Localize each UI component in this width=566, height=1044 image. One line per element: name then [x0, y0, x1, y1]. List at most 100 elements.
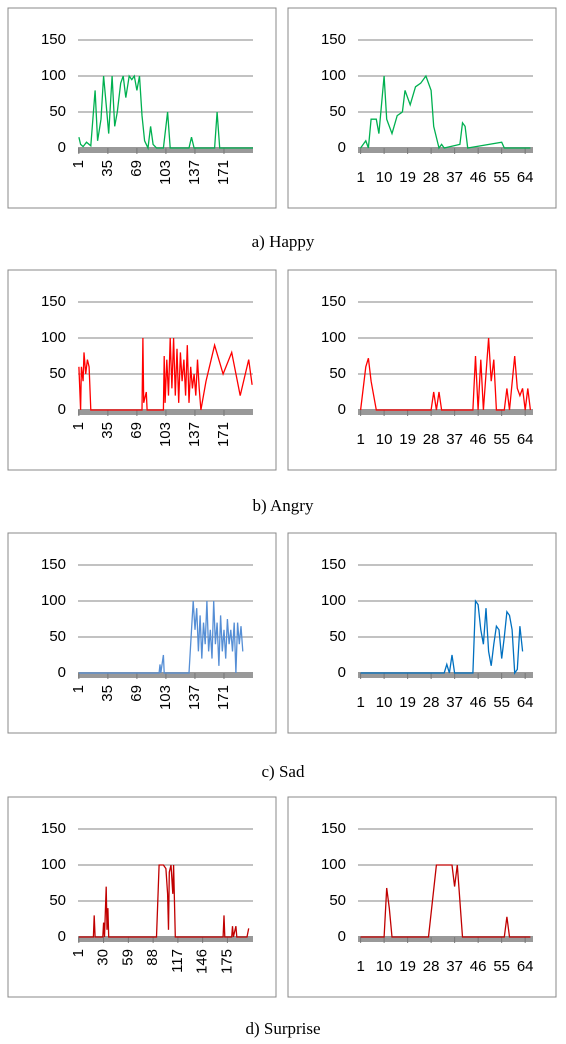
y-tick-label: 0 — [338, 664, 346, 681]
x-tick-label: 28 — [423, 169, 440, 186]
y-tick-label: 150 — [41, 820, 66, 837]
y-tick-label: 150 — [41, 31, 66, 48]
x-tick-label: 46 — [470, 694, 487, 711]
y-tick-label: 0 — [58, 664, 66, 681]
y-tick-label: 150 — [321, 31, 346, 48]
x-tick-label: 103 — [157, 685, 174, 710]
x-tick-label: 30 — [95, 949, 112, 966]
y-tick-label: 0 — [338, 928, 346, 945]
x-tick-label: 64 — [517, 958, 534, 975]
x-tick-label: 55 — [493, 169, 510, 186]
y-tick-label: 0 — [338, 401, 346, 418]
x-tick-label: 37 — [446, 694, 463, 711]
x-tick-label: 171 — [215, 160, 232, 185]
x-tick-label: 19 — [399, 169, 416, 186]
x-tick-label: 171 — [215, 422, 232, 447]
y-tick-label: 100 — [321, 67, 346, 84]
caption: c) Sad — [262, 762, 305, 781]
x-tick-label: 10 — [376, 431, 393, 448]
caption: a) Happy — [252, 232, 315, 251]
chart-frame — [287, 532, 557, 734]
x-tick-label: 46 — [470, 169, 487, 186]
x-tick-label: 19 — [399, 694, 416, 711]
caption: d) Surprise — [245, 1019, 320, 1038]
y-tick-label: 150 — [41, 556, 66, 573]
chart-frame — [287, 796, 557, 998]
x-tick-label: 28 — [423, 958, 440, 975]
data-line — [360, 599, 524, 675]
y-tick-label: 0 — [58, 928, 66, 945]
data-line — [360, 74, 531, 150]
x-tick-label: 35 — [99, 685, 116, 702]
x-tick-label: 37 — [446, 431, 463, 448]
data-line — [360, 864, 531, 938]
caption: b) Angry — [253, 496, 314, 515]
x-tick-label: 88 — [144, 949, 161, 966]
x-tick-label: 69 — [128, 685, 145, 702]
y-tick-label: 50 — [49, 892, 66, 909]
chart-frame — [7, 796, 277, 998]
x-tick-label: 55 — [493, 694, 510, 711]
x-tick-label: 55 — [493, 958, 510, 975]
x-tick-label: 46 — [470, 958, 487, 975]
y-tick-label: 50 — [49, 103, 66, 120]
x-tick-label: 1 — [70, 949, 87, 957]
x-tick-label: 19 — [399, 431, 416, 448]
y-tick-label: 0 — [58, 139, 66, 156]
y-tick-label: 50 — [329, 892, 346, 909]
x-tick-label: 69 — [128, 422, 145, 439]
y-tick-label: 50 — [329, 628, 346, 645]
x-tick-label: 103 — [157, 160, 174, 185]
x-tick-label: 1 — [356, 958, 364, 975]
x-axis-band — [78, 936, 253, 942]
data-line — [78, 337, 253, 411]
x-tick-label: 117 — [169, 949, 186, 973]
x-tick-label: 103 — [157, 422, 174, 447]
x-tick-label: 10 — [376, 694, 393, 711]
y-tick-label: 150 — [321, 293, 346, 310]
x-tick-label: 35 — [99, 422, 116, 439]
chart-frame — [287, 269, 557, 471]
x-tick-label: 59 — [119, 949, 136, 966]
x-axis-band — [358, 936, 533, 942]
x-tick-label: 1 — [356, 431, 364, 448]
data-line — [78, 864, 250, 938]
x-tick-label: 64 — [517, 694, 534, 711]
x-tick-label: 1 — [70, 160, 87, 168]
y-tick-label: 100 — [41, 67, 66, 84]
x-tick-label: 10 — [376, 958, 393, 975]
y-tick-label: 100 — [321, 856, 346, 873]
x-tick-label: 55 — [493, 431, 510, 448]
y-tick-label: 100 — [321, 329, 346, 346]
x-tick-label: 28 — [423, 694, 440, 711]
x-tick-label: 10 — [376, 169, 393, 186]
x-tick-label: 64 — [517, 431, 534, 448]
x-tick-label: 1 — [70, 422, 87, 430]
data-line — [78, 600, 244, 674]
y-tick-label: 150 — [321, 820, 346, 837]
x-axis-band — [358, 409, 533, 415]
x-tick-label: 171 — [215, 685, 232, 710]
data-line — [78, 74, 253, 151]
x-axis-band — [358, 147, 533, 153]
data-line — [359, 337, 532, 411]
y-tick-label: 100 — [41, 856, 66, 873]
chart-frame — [287, 7, 557, 209]
y-tick-label: 100 — [41, 592, 66, 609]
x-tick-label: 1 — [356, 694, 364, 711]
x-tick-label: 1 — [70, 685, 87, 693]
x-tick-label: 1 — [356, 169, 364, 186]
x-tick-label: 46 — [470, 431, 487, 448]
x-tick-label: 19 — [399, 958, 416, 975]
y-tick-label: 100 — [321, 592, 346, 609]
y-tick-label: 150 — [41, 293, 66, 310]
y-tick-label: 50 — [49, 365, 66, 382]
x-tick-label: 137 — [186, 422, 203, 447]
x-tick-label: 28 — [423, 431, 440, 448]
x-tick-label: 69 — [128, 160, 145, 177]
x-tick-label: 37 — [446, 958, 463, 975]
y-tick-label: 50 — [329, 365, 346, 382]
y-tick-label: 100 — [41, 329, 66, 346]
y-tick-label: 50 — [329, 103, 346, 120]
